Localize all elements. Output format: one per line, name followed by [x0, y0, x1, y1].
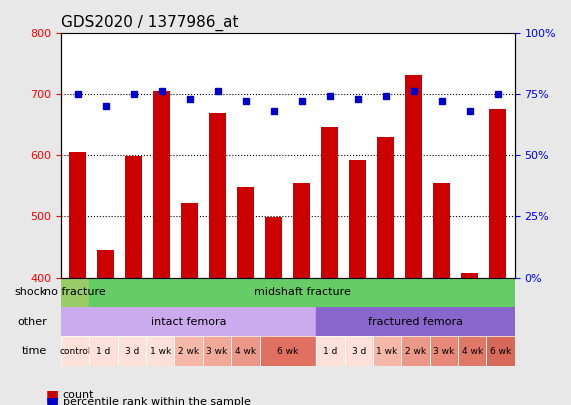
Bar: [293, 183, 310, 277]
Bar: [210, 113, 226, 277]
Text: 2 wk: 2 wk: [405, 347, 426, 356]
Text: intact femora: intact femora: [151, 317, 226, 326]
Bar: [316, 307, 514, 336]
Bar: [405, 75, 423, 277]
Bar: [401, 336, 429, 366]
Text: 1 wk: 1 wk: [376, 347, 398, 356]
Bar: [98, 250, 114, 277]
Bar: [90, 336, 118, 366]
Bar: [344, 336, 373, 366]
Text: midshaft fracture: midshaft fracture: [254, 287, 351, 297]
Text: control: control: [59, 347, 91, 356]
Bar: [321, 128, 338, 277]
Bar: [175, 336, 203, 366]
Text: 1 d: 1 d: [96, 347, 111, 356]
Text: 6 wk: 6 wk: [278, 347, 299, 356]
Bar: [154, 91, 170, 277]
Bar: [259, 336, 316, 366]
Bar: [90, 336, 118, 366]
Bar: [126, 156, 142, 277]
Bar: [461, 273, 478, 277]
Bar: [61, 336, 90, 366]
Text: 3 wk: 3 wk: [206, 347, 228, 356]
Text: 3 d: 3 d: [124, 347, 139, 356]
Bar: [373, 336, 401, 366]
Bar: [377, 136, 394, 277]
Bar: [486, 336, 514, 366]
Bar: [429, 336, 458, 366]
Text: shock: shock: [15, 287, 47, 297]
Text: 1 wk: 1 wk: [150, 347, 171, 356]
Bar: [61, 336, 90, 366]
Bar: [458, 336, 486, 366]
Bar: [433, 183, 451, 277]
Text: 4 wk: 4 wk: [235, 347, 256, 356]
Bar: [146, 336, 175, 366]
Text: time: time: [22, 346, 47, 356]
Bar: [118, 336, 146, 366]
Text: 2 wk: 2 wk: [178, 347, 199, 356]
Text: 3 d: 3 d: [352, 347, 366, 356]
Bar: [231, 336, 259, 366]
Bar: [429, 336, 458, 366]
Bar: [182, 203, 198, 277]
Text: ■: ■: [46, 388, 59, 402]
Bar: [458, 336, 486, 366]
Bar: [70, 152, 86, 277]
Bar: [118, 336, 146, 366]
Bar: [316, 336, 344, 366]
Bar: [203, 336, 231, 366]
Text: no fracture: no fracture: [45, 287, 106, 297]
Bar: [238, 187, 254, 277]
Bar: [259, 336, 316, 366]
Bar: [349, 160, 366, 277]
Bar: [61, 307, 316, 336]
Text: 6 wk: 6 wk: [490, 347, 511, 356]
Text: 4 wk: 4 wk: [461, 347, 482, 356]
Bar: [344, 336, 373, 366]
Bar: [203, 336, 231, 366]
Bar: [146, 336, 175, 366]
Text: percentile rank within the sample: percentile rank within the sample: [63, 397, 251, 405]
Bar: [61, 277, 90, 307]
Bar: [486, 336, 514, 366]
Bar: [373, 336, 401, 366]
Bar: [175, 336, 203, 366]
Bar: [231, 336, 259, 366]
Bar: [401, 336, 429, 366]
Bar: [489, 109, 506, 277]
Text: ■: ■: [46, 395, 59, 405]
Text: 3 wk: 3 wk: [433, 347, 455, 356]
Text: fractured femora: fractured femora: [368, 317, 463, 326]
Text: other: other: [17, 317, 47, 326]
Bar: [316, 336, 344, 366]
Text: GDS2020 / 1377986_at: GDS2020 / 1377986_at: [61, 15, 239, 31]
Text: count: count: [63, 390, 94, 400]
Text: 1 d: 1 d: [323, 347, 337, 356]
Bar: [266, 217, 282, 277]
